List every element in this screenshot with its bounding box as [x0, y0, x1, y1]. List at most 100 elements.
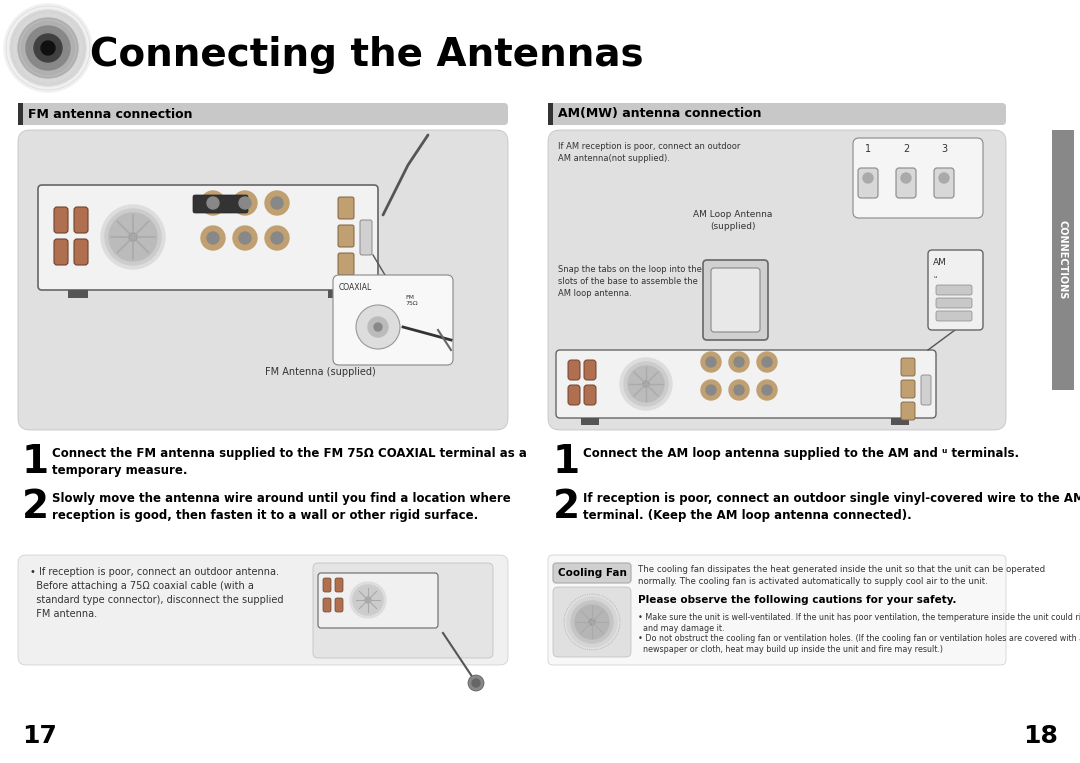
Text: If AM reception is poor, connect an outdoor
AM antenna(not supplied).: If AM reception is poor, connect an outd…	[558, 142, 741, 163]
FancyBboxPatch shape	[934, 168, 954, 198]
FancyBboxPatch shape	[335, 598, 343, 612]
Circle shape	[706, 357, 716, 367]
FancyBboxPatch shape	[360, 220, 372, 255]
FancyBboxPatch shape	[75, 239, 87, 265]
FancyBboxPatch shape	[936, 298, 972, 308]
Circle shape	[729, 380, 750, 400]
FancyBboxPatch shape	[584, 385, 596, 405]
Circle shape	[129, 233, 137, 241]
FancyBboxPatch shape	[548, 130, 1005, 430]
Circle shape	[620, 358, 672, 410]
Circle shape	[41, 41, 55, 55]
Circle shape	[624, 362, 669, 406]
Circle shape	[26, 26, 70, 70]
Circle shape	[901, 173, 912, 183]
FancyBboxPatch shape	[568, 385, 580, 405]
Text: FM Antenna (supplied): FM Antenna (supplied)	[265, 367, 376, 377]
Bar	[548, 103, 553, 125]
Text: AM: AM	[933, 258, 947, 267]
FancyBboxPatch shape	[38, 185, 378, 290]
FancyBboxPatch shape	[568, 360, 580, 380]
Circle shape	[701, 380, 721, 400]
Text: FM antenna connection: FM antenna connection	[28, 108, 192, 121]
FancyBboxPatch shape	[75, 207, 87, 233]
Text: • If reception is poor, connect an outdoor antenna.
  Before attaching a 75Ω coa: • If reception is poor, connect an outdo…	[30, 567, 283, 619]
Circle shape	[468, 675, 484, 691]
FancyBboxPatch shape	[54, 239, 68, 265]
FancyBboxPatch shape	[553, 587, 631, 657]
Circle shape	[575, 605, 609, 639]
Text: Snap the tabs on the loop into the
slots of the base to assemble the
AM loop ant: Snap the tabs on the loop into the slots…	[558, 265, 702, 298]
FancyBboxPatch shape	[711, 268, 760, 332]
Text: • Do not obstruct the cooling fan or ventilation holes. (If the cooling fan or v: • Do not obstruct the cooling fan or ven…	[638, 634, 1080, 654]
Circle shape	[265, 191, 289, 215]
FancyBboxPatch shape	[896, 168, 916, 198]
FancyBboxPatch shape	[584, 360, 596, 380]
Circle shape	[762, 357, 772, 367]
Circle shape	[757, 380, 777, 400]
FancyBboxPatch shape	[323, 578, 330, 592]
Text: 2: 2	[22, 488, 49, 526]
Circle shape	[4, 4, 92, 92]
Circle shape	[109, 213, 157, 261]
FancyBboxPatch shape	[556, 350, 936, 418]
Circle shape	[239, 197, 251, 209]
Circle shape	[757, 352, 777, 372]
Circle shape	[863, 173, 873, 183]
FancyBboxPatch shape	[193, 195, 248, 213]
Circle shape	[201, 191, 225, 215]
FancyBboxPatch shape	[335, 578, 343, 592]
FancyBboxPatch shape	[928, 250, 983, 330]
Circle shape	[265, 226, 289, 250]
Circle shape	[102, 205, 165, 269]
Circle shape	[18, 18, 78, 78]
Circle shape	[374, 323, 382, 331]
FancyBboxPatch shape	[901, 358, 915, 376]
FancyBboxPatch shape	[553, 563, 631, 583]
FancyBboxPatch shape	[318, 573, 438, 628]
FancyBboxPatch shape	[18, 103, 508, 125]
Text: 17: 17	[22, 724, 57, 748]
Text: Connecting the Antennas: Connecting the Antennas	[90, 36, 644, 74]
Bar	[68, 290, 87, 298]
Circle shape	[207, 232, 219, 244]
FancyBboxPatch shape	[313, 563, 492, 658]
Text: The cooling fan dissipates the heat generated inside the unit so that the unit c: The cooling fan dissipates the heat gene…	[638, 565, 1045, 586]
FancyBboxPatch shape	[921, 375, 931, 405]
Bar	[18, 103, 23, 125]
Circle shape	[734, 357, 744, 367]
Circle shape	[10, 10, 86, 86]
Text: 18: 18	[1023, 724, 1058, 748]
FancyBboxPatch shape	[18, 130, 508, 430]
Circle shape	[706, 385, 716, 395]
Circle shape	[939, 173, 949, 183]
FancyBboxPatch shape	[338, 253, 354, 275]
FancyBboxPatch shape	[54, 207, 68, 233]
Text: Connect the AM loop antenna supplied to the AM and ᵘ terminals.: Connect the AM loop antenna supplied to …	[583, 447, 1020, 460]
Text: 1: 1	[553, 443, 580, 481]
Circle shape	[271, 197, 283, 209]
Circle shape	[643, 381, 649, 387]
FancyBboxPatch shape	[901, 402, 915, 420]
Circle shape	[105, 209, 161, 265]
Text: If reception is poor, connect an outdoor single vinyl-covered wire to the AM
ter: If reception is poor, connect an outdoor…	[583, 492, 1080, 522]
Circle shape	[233, 226, 257, 250]
FancyBboxPatch shape	[18, 555, 508, 665]
Circle shape	[353, 585, 383, 615]
FancyBboxPatch shape	[853, 138, 983, 218]
Circle shape	[356, 305, 400, 349]
Circle shape	[239, 232, 251, 244]
Circle shape	[762, 385, 772, 395]
Text: Connect the FM antenna supplied to the FM 75Ω COAXIAL terminal as a
temporary me: Connect the FM antenna supplied to the F…	[52, 447, 527, 477]
Circle shape	[729, 352, 750, 372]
Text: CONNECTIONS: CONNECTIONS	[1058, 221, 1068, 300]
FancyBboxPatch shape	[703, 260, 768, 340]
FancyBboxPatch shape	[338, 225, 354, 247]
Circle shape	[472, 679, 480, 687]
FancyBboxPatch shape	[548, 555, 1005, 665]
FancyBboxPatch shape	[323, 598, 330, 612]
Text: FM
75Ω: FM 75Ω	[405, 295, 418, 306]
FancyBboxPatch shape	[548, 103, 1005, 125]
Bar	[581, 418, 599, 425]
Text: 2: 2	[903, 144, 909, 154]
